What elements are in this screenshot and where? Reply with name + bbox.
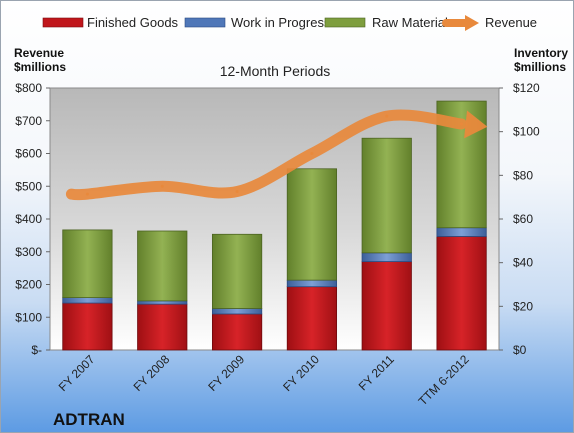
plot-area: [49, 87, 500, 351]
legend-label-revenue: Revenue: [485, 15, 537, 30]
company-name: ADTRAN: [53, 410, 125, 429]
bar-finished-goods: [286, 286, 338, 351]
bar-finished-goods: [361, 261, 412, 351]
bar-work-in-progress: [286, 279, 338, 288]
legend-arrowhead-revenue: [465, 15, 479, 31]
left-axis-title-line2: $millions: [14, 60, 66, 74]
left-tick-label: $600: [15, 147, 42, 161]
x-tick-label: TTM 6-2012: [416, 352, 472, 408]
left-axis-title-line1: Revenue: [14, 46, 64, 60]
x-tick-label: FY 2010: [280, 352, 322, 394]
left-tick-label: $-: [31, 343, 42, 357]
revenue-point: [85, 192, 89, 196]
revenue-point: [235, 189, 239, 193]
left-tick-label: $300: [15, 245, 42, 259]
legend-swatch-raw-materials: [324, 17, 366, 28]
revenue-arrowhead: [464, 110, 488, 139]
right-axis: $0 $20 $40 $60 $80 $100 $120: [499, 81, 540, 357]
bar-raw-materials: [62, 229, 113, 299]
bar-raw-materials: [137, 230, 188, 302]
bar-finished-goods: [137, 303, 188, 351]
left-tick-label: $700: [15, 114, 42, 128]
right-tick-label: $120: [513, 81, 540, 95]
x-axis: FY 2007 FY 2008 FY 2009 FY 2010 FY 2011 TTM 6…: [56, 352, 472, 408]
left-tick-label: $500: [15, 179, 42, 193]
bar-work-in-progress: [211, 308, 263, 315]
left-tick-label: $400: [15, 212, 42, 226]
bar-work-in-progress: [436, 227, 487, 237]
chart-subtitle: 12-Month Periods: [220, 63, 331, 79]
right-tick-label: $20: [513, 299, 533, 313]
bar-work-in-progress: [361, 252, 412, 262]
right-tick-label: $100: [513, 125, 540, 139]
right-tick-label: $0: [513, 343, 527, 357]
bar-work-in-progress: [62, 297, 113, 304]
x-tick-label: FY 2011: [356, 352, 397, 393]
right-axis-title-line2: $millions: [514, 60, 566, 74]
bar-series: [62, 100, 487, 351]
legend-label-finished-goods: Finished Goods: [87, 15, 179, 30]
left-tick-label: $100: [15, 310, 42, 324]
legend-swatch-work-in-progress: [184, 17, 226, 28]
legend-label-raw-materials: Raw Materials: [372, 15, 455, 30]
x-tick-label: FY 2008: [131, 352, 173, 394]
revenue-point: [310, 152, 314, 155]
right-tick-label: $60: [513, 212, 533, 226]
bar-finished-goods: [211, 313, 263, 351]
x-tick-label: FY 2009: [205, 352, 247, 394]
revenue-series: [65, 109, 488, 201]
bar-finished-goods: [436, 236, 487, 351]
bar-raw-materials: [286, 168, 338, 281]
x-tick-label: FY 2007: [56, 352, 98, 394]
revenue-point: [385, 114, 389, 118]
revenue-point: [160, 184, 164, 188]
left-axis: $- $100 $200 $300 $400 $500 $600 $700 $800: [15, 81, 50, 357]
bar-finished-goods: [62, 302, 113, 351]
bar-work-in-progress: [137, 300, 188, 305]
right-tick-label: $80: [513, 168, 533, 182]
bar-raw-materials: [211, 233, 263, 309]
legend: Finished Goods Work in Progress Raw Mate…: [42, 15, 537, 31]
left-tick-label: $800: [15, 81, 42, 95]
revenue-point: [460, 122, 464, 126]
legend-label-work-in-progress: Work in Progress: [231, 15, 331, 30]
right-axis-title-line1: Inventory: [514, 46, 568, 60]
right-tick-label: $40: [513, 256, 533, 270]
bar-raw-materials: [361, 137, 412, 254]
legend-swatch-finished-goods: [42, 17, 84, 28]
left-tick-label: $200: [15, 278, 42, 292]
